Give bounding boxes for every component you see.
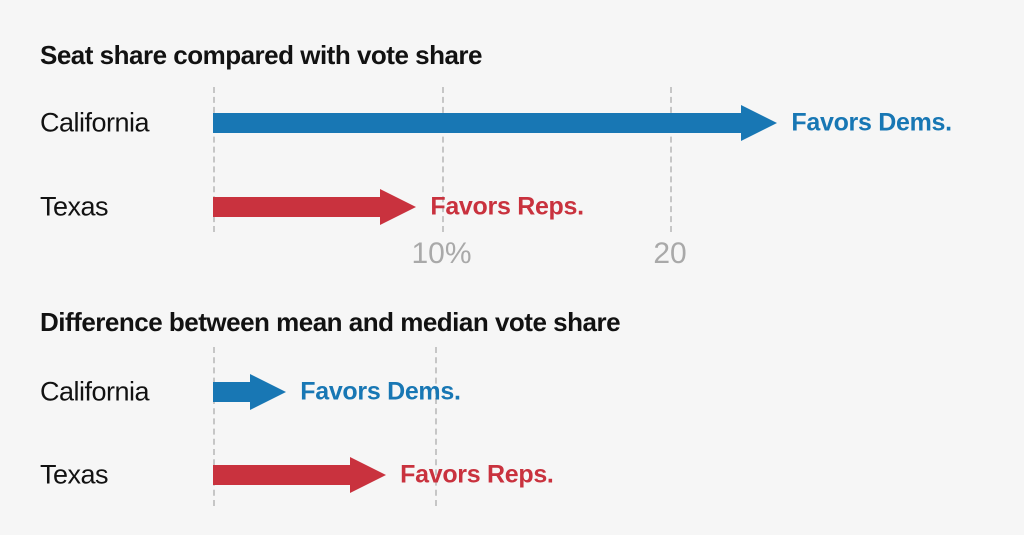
chart1-row-california-label: California <box>40 107 150 138</box>
dashed-gridline <box>670 87 672 232</box>
dashed-gridline <box>213 87 215 232</box>
arrow-shaft <box>213 465 351 485</box>
dashed-gridline <box>435 347 437 506</box>
chart2-title: Difference between mean and median vote … <box>40 307 621 337</box>
chart1-texas-arrow <box>213 189 417 225</box>
arrow-shaft <box>213 113 742 133</box>
chart2-texas-favors-label: Favors Reps. <box>400 460 554 489</box>
chart1-row-texas-label: Texas <box>40 191 109 222</box>
chart2-texas-arrow <box>213 457 387 493</box>
arrow-head-icon <box>350 457 387 493</box>
arrow-head-icon <box>741 105 778 141</box>
arrow-head-icon <box>250 374 287 410</box>
chart2-row-texas-label: Texas <box>40 459 109 490</box>
chart2-california-favors-label: Favors Dems. <box>300 377 461 406</box>
axis-tick-label: 10% <box>411 237 472 270</box>
arrow-head-icon <box>380 189 417 225</box>
dashed-gridline <box>441 87 444 232</box>
chart2-row-california-label: California <box>40 376 150 407</box>
chart1-california-favors-label: Favors Dems. <box>791 108 952 137</box>
chart1-title: Seat share compared with vote share <box>40 40 483 70</box>
chart1-california-arrow <box>213 105 778 141</box>
arrow-shaft <box>213 382 251 402</box>
arrow-shaft <box>213 197 381 217</box>
dashed-gridline <box>213 347 215 506</box>
chart1-texas-favors-label: Favors Reps. <box>430 192 584 221</box>
axis-tick-label: 20 <box>653 237 687 270</box>
chart2-california-arrow <box>213 374 287 410</box>
